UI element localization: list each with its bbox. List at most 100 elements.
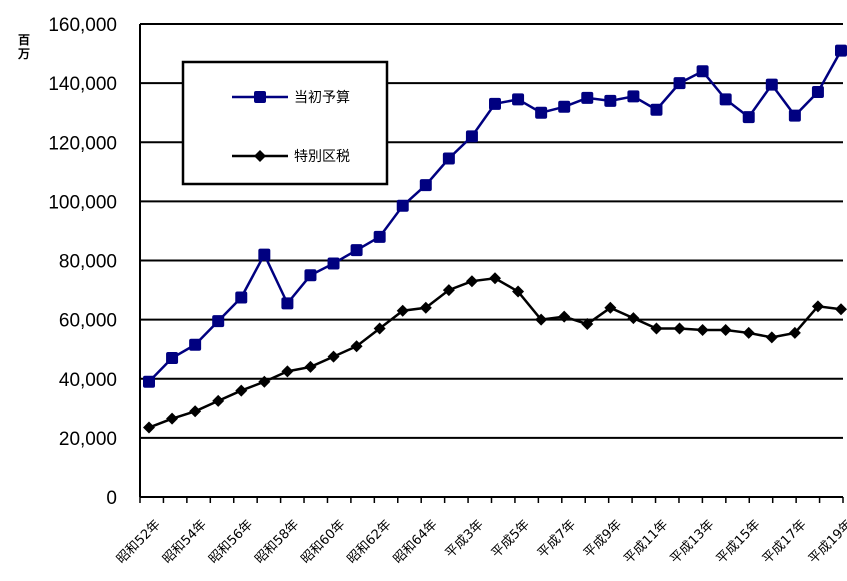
- legend-label: 当初予算: [294, 89, 350, 106]
- x-tick-labels: 昭和52年昭和54年昭和56年昭和58年昭和60年昭和62年昭和64年 平成3年平…: [114, 517, 847, 567]
- data-point: [627, 312, 640, 325]
- data-point: [512, 285, 525, 298]
- data-point: [489, 97, 501, 110]
- legend-marker: [254, 150, 266, 162]
- series-budget: [143, 44, 847, 388]
- data-point: [258, 375, 271, 388]
- x-tick-label: 平成15年: [714, 517, 764, 567]
- data-point: [281, 297, 294, 310]
- data-point: [719, 93, 732, 106]
- data-point: [650, 322, 663, 335]
- data-point: [258, 248, 271, 261]
- data-point: [166, 352, 179, 365]
- data-point: [742, 326, 755, 339]
- series-tax: [143, 272, 847, 434]
- y-tick-label: 160,000: [48, 15, 117, 36]
- x-tick-label: 昭和52年: [114, 517, 164, 567]
- data-point: [235, 291, 248, 304]
- data-point: [373, 322, 386, 335]
- y-tick-label: 40,000: [59, 370, 117, 391]
- legend-item: 当初予算: [232, 89, 350, 106]
- data-point: [304, 360, 317, 373]
- legend-label: 特別区税: [294, 149, 350, 165]
- data-point: [811, 85, 824, 98]
- x-tick-label: 平成11年: [621, 517, 671, 567]
- x-tick-label: 平成13年: [668, 517, 718, 567]
- x-tick-label: 昭和54年: [160, 517, 210, 567]
- data-point: [558, 310, 571, 323]
- data-point: [581, 91, 594, 104]
- data-point: [189, 338, 202, 351]
- x-tick-label: 昭和60年: [298, 517, 348, 567]
- data-point: [442, 284, 455, 297]
- legend-box: [181, 60, 389, 186]
- legend-item: 特別区税: [232, 149, 350, 165]
- data-point: [143, 375, 155, 388]
- y-tick-label: 0: [106, 488, 117, 509]
- y-tick-label: 80,000: [59, 252, 117, 273]
- data-point: [396, 199, 409, 212]
- y-tick-label: 100,000: [48, 192, 117, 213]
- data-point: [765, 331, 778, 344]
- data-point: [489, 272, 501, 285]
- data-point: [465, 130, 478, 143]
- data-point: [327, 350, 340, 363]
- data-point: [719, 323, 732, 336]
- data-point: [327, 257, 340, 270]
- y-tick-label: 120,000: [48, 133, 117, 154]
- data-point: [212, 394, 225, 407]
- axes: [139, 24, 844, 503]
- data-point: [143, 421, 155, 434]
- data-point: [811, 300, 824, 313]
- data-point: [350, 340, 363, 353]
- data-point: [281, 365, 294, 378]
- data-point: [535, 106, 548, 119]
- data-point: [673, 77, 686, 90]
- y-tick-label: 140,000: [48, 74, 117, 95]
- data-point: [742, 111, 755, 124]
- data-point: [835, 44, 847, 57]
- data-point: [512, 93, 525, 106]
- data-point: [442, 152, 455, 165]
- x-tick-label: 平成9年: [581, 517, 625, 561]
- data-point: [765, 78, 778, 91]
- data-point: [373, 230, 386, 243]
- data-point: [465, 275, 478, 288]
- x-tick-label: 平成17年: [760, 517, 810, 567]
- data-point: [604, 94, 617, 107]
- x-tick-label: 平成5年: [489, 517, 533, 561]
- x-tick-label: 昭和64年: [391, 517, 441, 567]
- data-point: [212, 315, 225, 328]
- data-point: [189, 405, 202, 418]
- y-tick-labels: 160,000 140,000 120,000 100,000 80,000 60,000…: [48, 15, 117, 509]
- data-point: [696, 323, 709, 336]
- x-tick-label: 昭和62年: [345, 517, 395, 567]
- y-unit-label: 百万: [17, 33, 30, 61]
- data-point: [581, 318, 594, 331]
- data-point: [235, 384, 248, 397]
- x-tick-label: 昭和56年: [206, 517, 256, 567]
- data-point: [558, 100, 571, 113]
- series-layer: [143, 44, 847, 434]
- y-tick-label: 20,000: [59, 429, 117, 450]
- data-point: [535, 313, 548, 326]
- data-point: [166, 412, 179, 425]
- data-point: [304, 269, 317, 282]
- data-point: [835, 303, 847, 316]
- data-point: [419, 179, 432, 192]
- data-point: [696, 65, 709, 78]
- series-line: [148, 276, 842, 429]
- data-point: [788, 109, 801, 122]
- data-point: [627, 90, 640, 103]
- data-point: [650, 103, 663, 116]
- data-point: [788, 326, 801, 339]
- data-point: [419, 301, 432, 314]
- x-tick-label: 昭和58年: [252, 517, 302, 567]
- data-point: [396, 304, 409, 317]
- data-point: [604, 301, 617, 314]
- y-tick-label: 60,000: [59, 311, 117, 332]
- x-tick-label: 平成7年: [535, 517, 579, 561]
- legend-marker: [254, 91, 266, 103]
